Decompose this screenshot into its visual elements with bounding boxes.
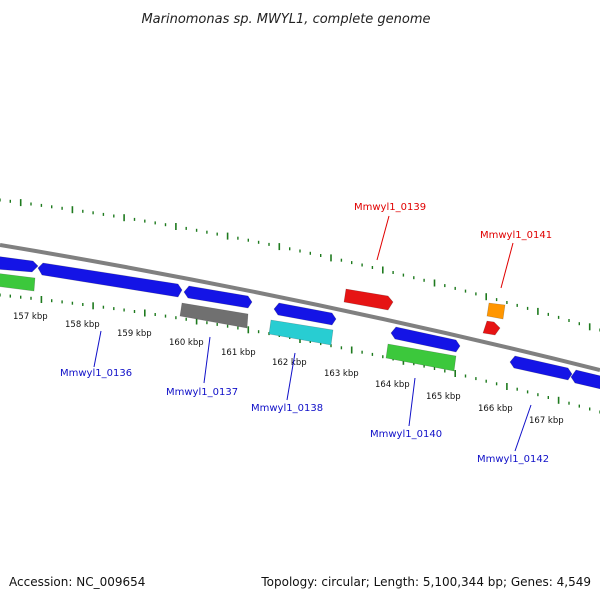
scale-label: 159 kbp [117, 329, 152, 339]
gene-arrow-0137[interactable] [179, 302, 249, 329]
scale-label: 165 kbp [426, 392, 461, 402]
gene-arrow-0138a[interactable] [273, 302, 337, 326]
gene-features [0, 256, 600, 390]
callout-line [514, 404, 532, 452]
scale-label: 164 kbp [375, 380, 410, 390]
gene-arrow-0141[interactable] [482, 320, 501, 336]
scale-label: 157 kbp [13, 312, 48, 322]
scale-label: 161 kbp [221, 348, 256, 358]
scale-label: 166 kbp [478, 404, 513, 414]
gene-label-0137[interactable]: Mmwyl1_0137 [166, 387, 238, 398]
callout-line [203, 336, 211, 384]
scale-label: 167 kbp [529, 416, 564, 426]
scale-label: 160 kbp [169, 338, 204, 348]
outer-tick-track [0, 198, 600, 332]
gene-arrow-0135[interactable] [0, 256, 39, 273]
gene-arrow-0139[interactable] [343, 288, 394, 311]
gene-arrow-0137a[interactable] [183, 285, 253, 309]
callout-line [500, 242, 514, 289]
callout-line [376, 215, 390, 261]
scale-labels: 157 kbp 158 kbp 159 kbp 160 kbp 161 kbp … [13, 312, 564, 426]
gene-label-0142[interactable]: Mmwyl1_0142 [477, 454, 549, 465]
gene-arrow-0143[interactable] [570, 369, 600, 390]
gene-label-0141[interactable]: Mmwyl1_0141 [480, 230, 552, 241]
scale-label: 162 kbp [272, 358, 307, 368]
gene-arrow-0140[interactable] [385, 343, 457, 372]
scale-label: 158 kbp [65, 320, 100, 330]
gene-arrow-0136[interactable] [37, 262, 183, 298]
gene-label-0136[interactable]: Mmwyl1_0136 [60, 368, 132, 379]
chromosome-backbone [0, 243, 600, 372]
callout-line [93, 330, 102, 368]
scale-label: 163 kbp [324, 369, 359, 379]
callout-line [408, 377, 416, 427]
gene-callouts: Mmwyl1_0136 Mmwyl1_0137 Mmwyl1_0138 Mmwy… [60, 202, 552, 465]
gene-arrow-0135b[interactable] [0, 273, 36, 292]
gene-arrow-0141a[interactable] [486, 302, 506, 320]
gene-label-0138[interactable]: Mmwyl1_0138 [251, 403, 323, 414]
callout-line [286, 352, 296, 401]
gene-arrow-0138[interactable] [268, 319, 334, 346]
gene-arrow-0142[interactable] [509, 355, 573, 381]
gene-label-0140[interactable]: Mmwyl1_0140 [370, 429, 442, 440]
gene-label-0139[interactable]: Mmwyl1_0139 [354, 202, 426, 213]
map-title: Marinomonas sp. MWYL1, complete genome [141, 12, 430, 27]
gene-arrow-0140a[interactable] [390, 326, 461, 353]
topology-text: Topology: circular; Length: 5,100,344 bp… [260, 575, 591, 589]
accession-text: Accession: NC_009654 [9, 575, 145, 589]
